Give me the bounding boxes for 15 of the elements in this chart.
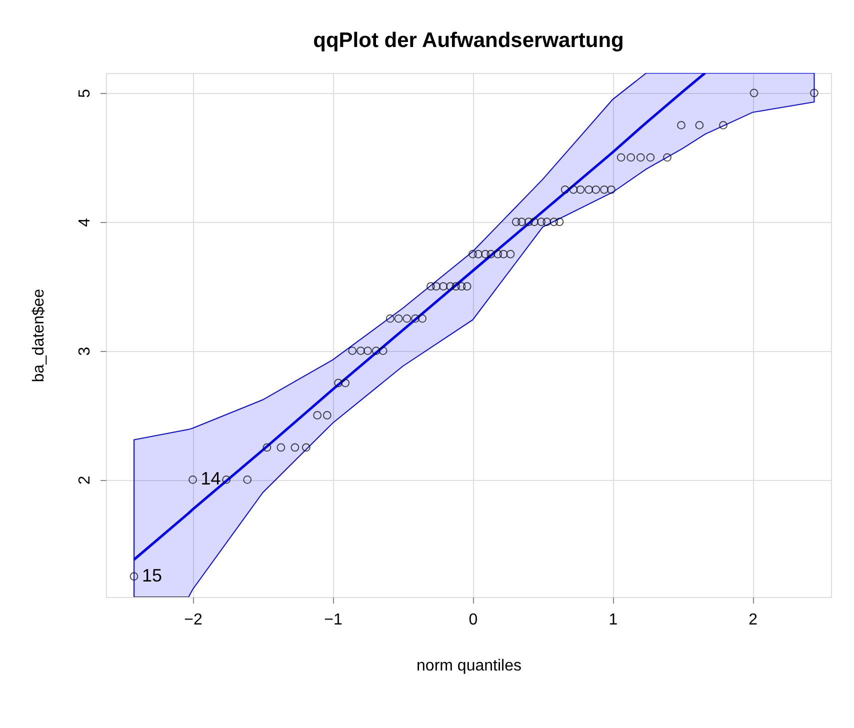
x-tick-label: 2 [748, 612, 758, 628]
x-axis-title: norm quantiles [416, 658, 522, 674]
x-tick-label: 0 [468, 612, 478, 628]
line-series [132, 73, 706, 561]
y-axis-title: ba_daten$ee [30, 288, 48, 382]
y-tick-label: 2 [76, 476, 94, 485]
y-tick-label: 3 [76, 346, 94, 356]
x-tick-label: 1 [608, 612, 618, 628]
chart-title: qqPlot der Aufwandserwartung [313, 29, 624, 52]
x-tick-label: −1 [324, 612, 342, 628]
annotation: 14 [200, 468, 221, 489]
y-tick-label: 5 [76, 88, 94, 98]
y-tick-label: 4 [76, 218, 94, 227]
x-tick-label: −2 [184, 612, 202, 628]
annotation: 15 [142, 565, 162, 586]
